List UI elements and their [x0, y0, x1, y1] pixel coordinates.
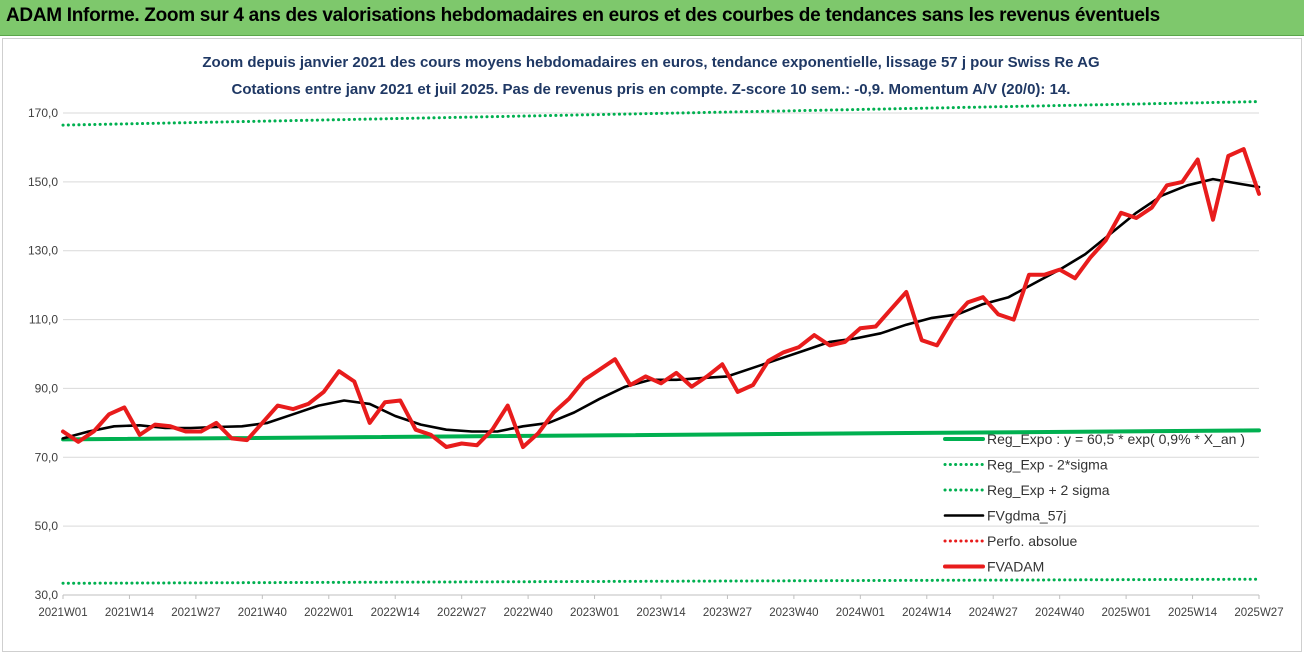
legend-label: FVgdma_57j — [987, 508, 1066, 524]
x-tick-label: 2023W40 — [769, 607, 818, 619]
legend-label: Reg_Expo : y = 60,5 * exp( 0,9% * X_an ) — [987, 431, 1245, 447]
series-line-reg-exp-2-sigma — [61, 577, 1261, 585]
legend-label: Perfo. absolue — [987, 533, 1077, 549]
series-line-reg-exp-2-sigma — [61, 100, 1261, 127]
chart-frame: Zoom depuis janvier 2021 des cours moyen… — [2, 38, 1302, 652]
x-tick-label: 2024W01 — [836, 607, 885, 619]
series-line-reg-expo-y-60-5-exp-0-9-x-an — [61, 428, 1261, 442]
page-title: ADAM Informe. Zoom sur 4 ans des valoris… — [6, 5, 1160, 26]
x-tick-label: 2024W40 — [1035, 607, 1084, 619]
plot-area — [61, 100, 1261, 585]
legend-label: Reg_Exp - 2*sigma — [987, 457, 1108, 473]
x-tick-label: 2023W01 — [570, 607, 619, 619]
y-tick-label: 170,0 — [28, 106, 58, 120]
legend-label: FVADAM — [987, 559, 1044, 575]
chart-title: Zoom depuis janvier 2021 des cours moyen… — [202, 54, 1099, 71]
x-tick-label: 2024W27 — [969, 607, 1018, 619]
x-tick-label: 2022W14 — [371, 607, 421, 619]
y-tick-label: 30,0 — [35, 588, 59, 602]
y-tick-label: 150,0 — [28, 175, 58, 189]
series-line-fvgdma-57j — [61, 177, 1261, 440]
x-tick-label: 2025W14 — [1168, 607, 1218, 619]
x-tick-label: 2022W01 — [304, 607, 353, 619]
x-tick-label: 2023W14 — [636, 607, 686, 619]
x-tick-label: 2021W40 — [238, 607, 287, 619]
legend: Reg_Expo : y = 60,5 * exp( 0,9% * X_an )… — [943, 431, 1245, 575]
x-tick-label: 2025W01 — [1101, 607, 1150, 619]
x-tick-label: 2023W27 — [703, 607, 752, 619]
y-tick-label: 110,0 — [29, 313, 58, 327]
legend-label: Reg_Exp + 2 sigma — [987, 482, 1110, 498]
header-bar: ADAM Informe. Zoom sur 4 ans des valoris… — [0, 0, 1304, 36]
x-axis: 2021W01 2021W14 2021W27 2021W40 2022W01 2022W… — [38, 595, 1284, 619]
chart-subtitle: Cotations entre janv 2021 et juil 2025. … — [232, 81, 1071, 98]
x-tick-label: 2025W27 — [1234, 607, 1283, 619]
y-tick-label: 90,0 — [35, 381, 59, 395]
grid-layer — [63, 112, 1259, 596]
x-tick-label: 2021W27 — [171, 607, 220, 619]
chart: Zoom depuis janvier 2021 des cours moyen… — [28, 54, 1284, 619]
x-tick-label: 2021W01 — [38, 607, 87, 619]
x-tick-label: 2022W40 — [503, 607, 552, 619]
y-axis: 170,0 150,0 130,0 110,0 90,0 70,0 50,0 30,0 — [28, 106, 58, 602]
x-tick-label: 2024W14 — [902, 607, 952, 619]
y-tick-label: 130,0 — [28, 244, 58, 258]
x-tick-label: 2022W27 — [437, 607, 486, 619]
y-tick-label: 50,0 — [35, 519, 59, 533]
series-line-fvadam — [61, 147, 1261, 449]
y-tick-label: 70,0 — [35, 450, 59, 464]
x-tick-label: 2021W14 — [105, 607, 155, 619]
